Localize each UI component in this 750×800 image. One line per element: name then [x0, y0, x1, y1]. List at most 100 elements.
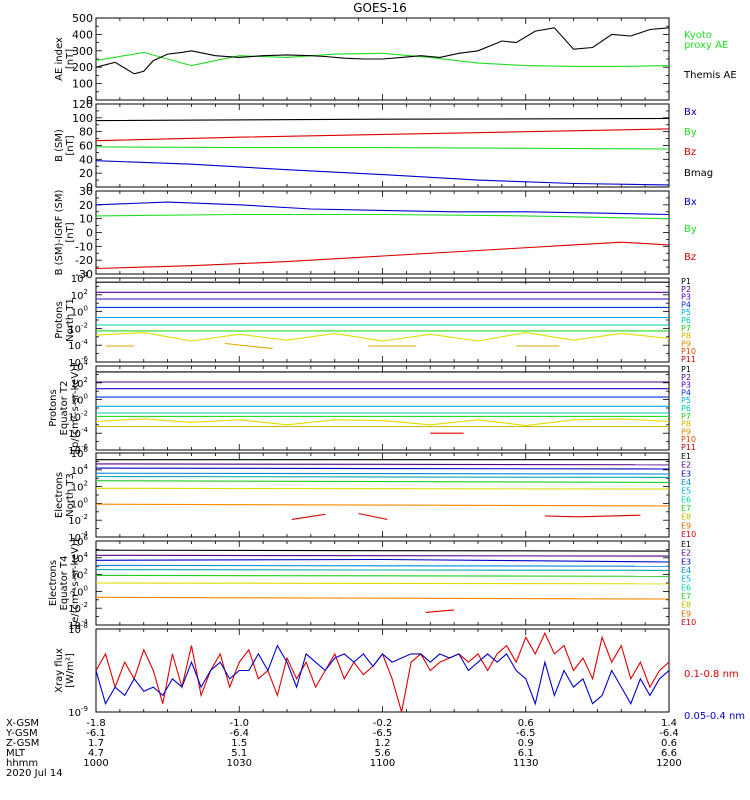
y-axis-label: North T3 — [65, 473, 76, 517]
x-row-value: -0.2 — [373, 718, 393, 729]
series-e2 — [96, 463, 669, 466]
plot-area — [96, 459, 669, 520]
series-p8 — [96, 418, 669, 427]
legend-entry: P4 — [681, 300, 691, 309]
y-tick-label: 10-2 — [68, 513, 88, 527]
series-bz — [96, 128, 669, 142]
y-tick-label: 120 — [72, 98, 93, 111]
x-row-label: MLT — [6, 748, 26, 759]
panel-frame — [95, 365, 670, 451]
panel-frame — [95, 190, 670, 275]
legend-entry: P1 — [681, 277, 691, 286]
x-row-value: 0.6 — [518, 718, 534, 729]
legend-entry: E10 — [681, 530, 696, 539]
legend-entry: P9 — [681, 427, 691, 436]
legend-entry: P5 — [681, 396, 691, 405]
legend-entry: Bx — [684, 197, 697, 208]
legend-entry: P7 — [681, 412, 691, 421]
legend-entry: E6 — [681, 583, 691, 592]
date-label: 2020 Jul 14 — [6, 768, 63, 779]
y-tick-label: 102 — [71, 568, 88, 582]
legend-entry: E2 — [681, 461, 691, 470]
y-tick-label: 10-6 — [68, 355, 88, 369]
legend-entry: P6 — [681, 316, 691, 325]
x-row-value: -6.4 — [659, 728, 679, 739]
y-tick-label: 10-4 — [68, 426, 88, 440]
y-tick-label: 100 — [71, 584, 88, 598]
series-bx — [96, 201, 669, 216]
legend-entry: Bz — [684, 147, 696, 158]
x-row-value: -1.8 — [86, 718, 106, 729]
y-tick-label: 104 — [71, 271, 89, 285]
legend-entry: P11 — [681, 443, 696, 452]
panel-frame — [95, 277, 670, 363]
legend-entry: E8 — [681, 601, 691, 610]
legend-entry: P1 — [681, 365, 691, 374]
legend-entry: P10 — [681, 347, 696, 356]
y-axis-label: Equator T2 — [59, 381, 70, 436]
legend-entry: E8 — [681, 513, 691, 522]
series-bx — [96, 160, 669, 186]
series-e1 — [96, 549, 669, 552]
legend-entry: P3 — [681, 293, 691, 302]
series-segment — [291, 513, 326, 520]
plot-area — [96, 27, 669, 75]
y-axis-label: [nT] — [65, 49, 76, 69]
x-row-value: 5.6 — [375, 748, 391, 759]
plot-area — [96, 371, 669, 434]
x-row-label: Y-GSM — [5, 728, 38, 739]
series-bz — [96, 241, 669, 270]
legend-entry: E9 — [681, 521, 691, 530]
legend-entry: E7 — [681, 592, 691, 601]
legend-entry: 0.1-0.8 nm — [684, 669, 739, 680]
x-row-value: -6.4 — [229, 728, 249, 739]
y-axis-label: [e/(cm²-s-sr-keV)] — [70, 539, 81, 627]
y-tick-label: 30 — [79, 185, 93, 198]
y-tick-label: 400 — [72, 28, 93, 41]
y-axis-label: Electrons — [48, 560, 59, 606]
series-e4 — [96, 564, 669, 567]
legend-entry: P2 — [681, 373, 691, 382]
y-axis-label: Electrons — [54, 472, 65, 518]
y-tick-label: 500 — [72, 12, 93, 25]
y-tick-label: 102 — [71, 288, 88, 302]
y-tick-label: 0 — [86, 94, 93, 107]
y-tick-label: 40 — [79, 153, 93, 166]
panel-frame — [95, 452, 670, 538]
y-tick-label: -30 — [75, 268, 93, 281]
x-row-value: 6.6 — [661, 748, 677, 759]
plot-area — [96, 281, 669, 350]
y-tick-label: 10-2 — [68, 601, 88, 615]
legend-entry: E1 — [681, 452, 691, 461]
x-row-value: 1130 — [513, 758, 538, 769]
legend-entry: By — [684, 127, 697, 138]
y-tick-label: 60 — [79, 140, 93, 153]
legend-entry: P11 — [681, 355, 696, 364]
y-tick-label: 102 — [71, 376, 88, 390]
panel-xray: 10-9 10-8 Xray flux [W/m²] 0.1-0.8 nm 0.05-0.… — [54, 622, 745, 722]
plot-area — [96, 549, 669, 613]
y-axis-label: Protons — [54, 301, 65, 338]
series-segment — [544, 514, 641, 518]
legend-entry: E10 — [681, 618, 696, 627]
x-row-value: 1.5 — [231, 738, 247, 749]
legend-entry: E4 — [681, 566, 691, 575]
legend-entry: P9 — [681, 339, 691, 348]
legend-entry: Themis AE — [683, 70, 737, 81]
y-axis-label: [p/(cm²-s-sr-keV)] — [70, 364, 81, 452]
legend-entry: 0.05-0.4 nm — [684, 711, 745, 722]
series-kyoto-proxy-ae — [96, 51, 669, 67]
y-axis-label: B (SM)-IGRF (SM) — [54, 190, 65, 276]
series-e8 — [96, 503, 669, 507]
legend-entry: P10 — [681, 435, 696, 444]
x-row-label: hhmm — [6, 758, 38, 769]
x-row-label: X-GSM — [6, 718, 39, 729]
series-segment — [224, 342, 273, 350]
panel-frame — [95, 628, 670, 713]
legend-entry: P7 — [681, 324, 691, 333]
y-tick-label: 0 — [86, 181, 93, 194]
